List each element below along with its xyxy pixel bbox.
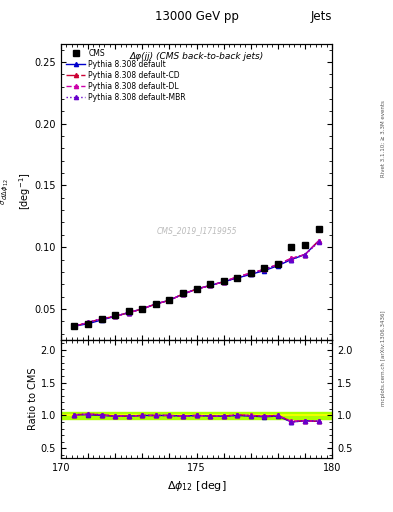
X-axis label: $\Delta\phi_{12}$ [deg]: $\Delta\phi_{12}$ [deg] (167, 479, 226, 493)
Legend: CMS, Pythia 8.308 default, Pythia 8.308 default-CD, Pythia 8.308 default-DL, Pyt: CMS, Pythia 8.308 default, Pythia 8.308 … (65, 47, 187, 103)
Text: Δφ(jj) (CMS back-to-back jets): Δφ(jj) (CMS back-to-back jets) (129, 52, 264, 61)
Y-axis label: Ratio to CMS: Ratio to CMS (28, 368, 38, 430)
Bar (61, 412, 332, 419)
Text: CMS_2019_I1719955: CMS_2019_I1719955 (156, 226, 237, 234)
Text: Jets: Jets (310, 10, 332, 23)
Text: 13000 GeV pp: 13000 GeV pp (154, 10, 239, 23)
Text: mcplots.cern.ch [arXiv:1306.3436]: mcplots.cern.ch [arXiv:1306.3436] (381, 311, 386, 406)
Y-axis label: $\frac{1}{\sigma}\frac{d\sigma}{d\Delta\phi_{12}}$
[deg$^{-1}$]: $\frac{1}{\sigma}\frac{d\sigma}{d\Delta\… (0, 173, 33, 210)
Text: Rivet 3.1.10; ≥ 3.3M events: Rivet 3.1.10; ≥ 3.3M events (381, 100, 386, 177)
